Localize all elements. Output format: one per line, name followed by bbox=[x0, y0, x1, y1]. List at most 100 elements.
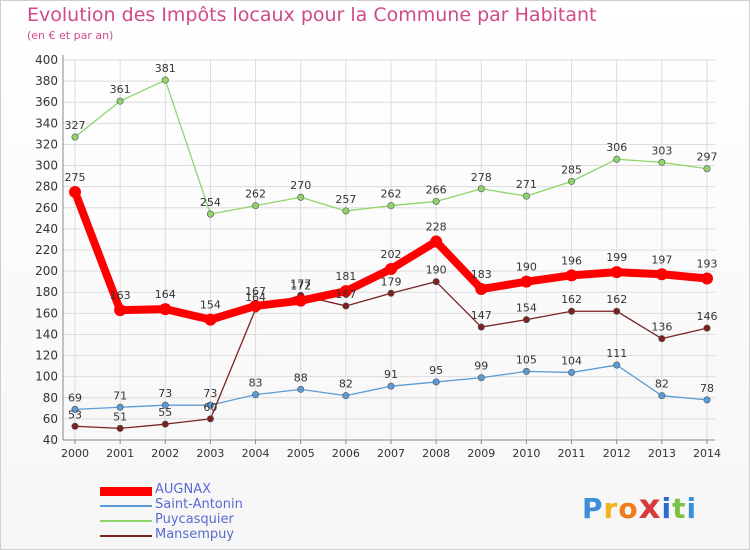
data-point bbox=[206, 415, 214, 423]
x-tick-label: 2014 bbox=[693, 447, 721, 460]
data-point bbox=[568, 307, 576, 315]
data-label: 228 bbox=[426, 221, 447, 234]
data-point bbox=[342, 207, 350, 215]
y-tick-label: 80 bbox=[43, 391, 58, 405]
x-tick-label: 2003 bbox=[196, 447, 224, 460]
x-tick-label: 2011 bbox=[558, 447, 586, 460]
data-label: 154 bbox=[200, 299, 221, 312]
data-point bbox=[206, 401, 214, 409]
data-point bbox=[522, 316, 530, 324]
y-tick-label: 180 bbox=[35, 285, 58, 299]
data-point bbox=[204, 313, 217, 326]
data-point bbox=[71, 133, 79, 141]
series-layer bbox=[69, 76, 713, 432]
data-point bbox=[475, 283, 488, 296]
data-label: 60 bbox=[203, 401, 217, 414]
data-point bbox=[477, 374, 485, 382]
data-point bbox=[658, 392, 666, 400]
data-label: 164 bbox=[155, 288, 176, 301]
data-label: 104 bbox=[561, 354, 582, 367]
data-point bbox=[114, 304, 127, 317]
x-tick-label: 2013 bbox=[648, 447, 676, 460]
data-point bbox=[297, 193, 305, 201]
data-label: 82 bbox=[655, 378, 669, 391]
data-label: 275 bbox=[65, 171, 86, 184]
data-point bbox=[522, 367, 530, 375]
data-label: 327 bbox=[65, 119, 86, 132]
data-point bbox=[568, 177, 576, 185]
y-tick-label: 140 bbox=[35, 327, 58, 341]
data-point bbox=[565, 269, 578, 282]
data-point bbox=[297, 385, 305, 393]
data-label: 196 bbox=[561, 254, 582, 267]
data-point bbox=[71, 422, 79, 430]
data-point bbox=[206, 210, 214, 218]
data-label: 73 bbox=[203, 387, 217, 400]
data-label: 202 bbox=[381, 248, 402, 261]
x-tick-label: 2004 bbox=[242, 447, 270, 460]
data-label: 199 bbox=[606, 251, 627, 264]
data-label: 164 bbox=[245, 291, 266, 304]
data-point bbox=[613, 307, 621, 315]
data-label: 163 bbox=[110, 289, 131, 302]
data-point bbox=[159, 303, 172, 316]
data-label: 111 bbox=[606, 347, 627, 360]
data-label: 193 bbox=[697, 258, 718, 271]
data-label: 105 bbox=[516, 353, 537, 366]
legend-label: AUGNAX bbox=[155, 482, 212, 497]
y-tick-label: 280 bbox=[35, 180, 58, 194]
data-point bbox=[387, 202, 395, 210]
data-label: 197 bbox=[651, 253, 672, 266]
data-point bbox=[249, 299, 262, 312]
proxiti-logo: Proxiti bbox=[582, 487, 698, 527]
data-point bbox=[520, 275, 533, 288]
data-point bbox=[658, 335, 666, 343]
data-point bbox=[703, 396, 711, 404]
chart-subtitle: (en € et par an) bbox=[27, 29, 114, 42]
legend-swatch bbox=[100, 535, 152, 537]
data-label: 381 bbox=[155, 62, 176, 75]
data-point bbox=[116, 97, 124, 105]
data-point bbox=[477, 185, 485, 193]
data-point bbox=[703, 324, 711, 332]
data-point bbox=[252, 202, 260, 210]
data-label: 190 bbox=[516, 261, 537, 274]
data-point bbox=[613, 361, 621, 369]
y-tick-label: 320 bbox=[35, 137, 58, 151]
y-tick-label: 240 bbox=[35, 222, 58, 236]
data-label: 146 bbox=[697, 310, 718, 323]
data-label: 361 bbox=[110, 83, 131, 96]
y-tick-label: 40 bbox=[43, 433, 58, 447]
data-label: 162 bbox=[606, 293, 627, 306]
data-point bbox=[701, 272, 713, 285]
data-label: 162 bbox=[561, 293, 582, 306]
data-point bbox=[342, 392, 350, 400]
data-point bbox=[71, 405, 79, 413]
data-point bbox=[161, 420, 169, 428]
legend-swatch bbox=[100, 505, 152, 507]
x-tick-label: 2001 bbox=[106, 447, 134, 460]
data-point bbox=[161, 76, 169, 84]
data-label: 91 bbox=[384, 368, 398, 381]
data-point bbox=[342, 302, 350, 310]
data-point bbox=[69, 185, 81, 198]
data-point bbox=[432, 197, 440, 205]
data-label: 167 bbox=[245, 285, 266, 298]
data-label: 78 bbox=[700, 382, 714, 395]
y-tick-label: 100 bbox=[35, 370, 58, 384]
x-tick-label: 2005 bbox=[287, 447, 315, 460]
data-point bbox=[430, 235, 443, 248]
x-tick-label: 2010 bbox=[512, 447, 540, 460]
y-tick-label: 160 bbox=[35, 306, 58, 320]
axes bbox=[62, 55, 715, 444]
data-label: 278 bbox=[471, 171, 492, 184]
y-tick-label: 220 bbox=[35, 243, 58, 257]
data-label: 285 bbox=[561, 163, 582, 176]
data-point bbox=[610, 266, 623, 279]
x-tick-label: 2009 bbox=[467, 447, 495, 460]
data-point bbox=[387, 382, 395, 390]
data-labels: 275 163 164 154 167 172 181 202 228 183 190 196 199 1… bbox=[65, 62, 718, 423]
data-label: 154 bbox=[516, 302, 537, 315]
y-tick-labels: 40 60 80 100 120 140 160 180 200 220 240 260 280 300 3… bbox=[35, 53, 58, 447]
